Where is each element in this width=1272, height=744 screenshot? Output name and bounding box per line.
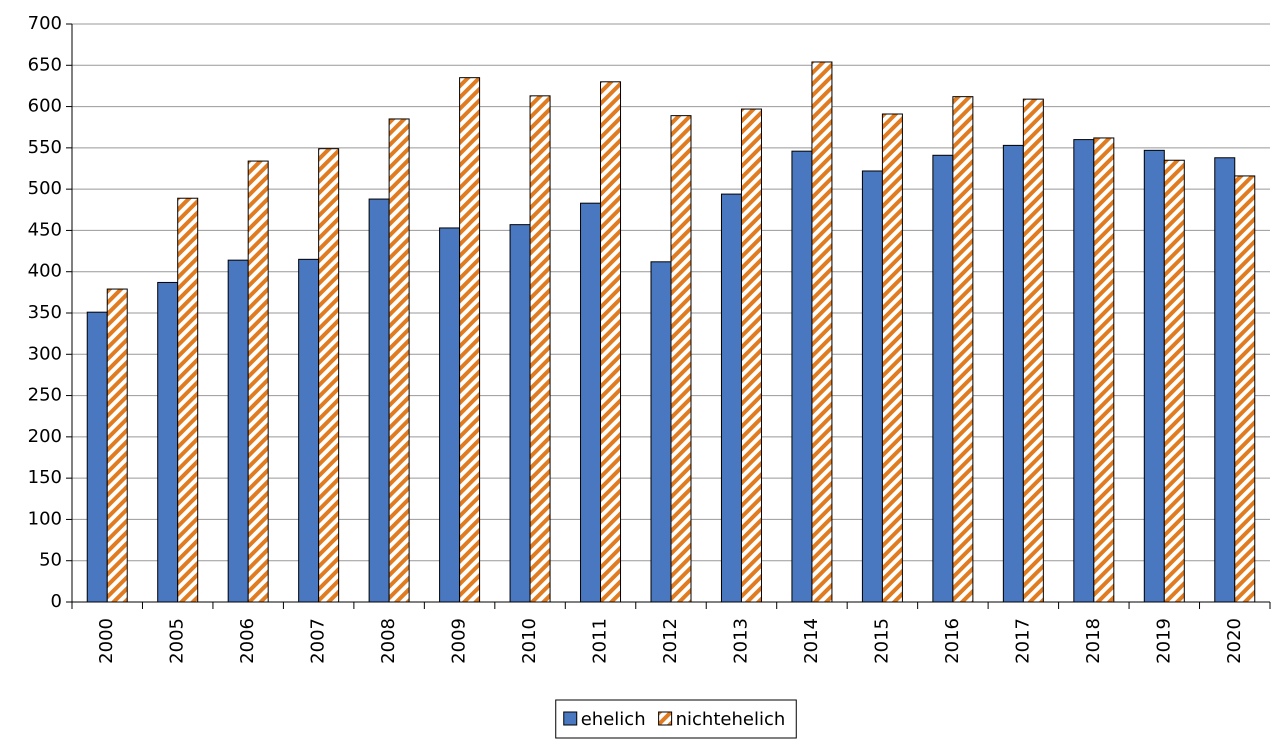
x-tick-label: 2017 — [1012, 618, 1033, 664]
bar — [670, 115, 692, 603]
bar — [1022, 98, 1044, 603]
y-tick-label: 650 — [28, 54, 62, 75]
bar — [388, 118, 410, 603]
bar — [247, 160, 269, 603]
x-tick-label: 2005 — [167, 618, 188, 664]
x-tick-label: 2012 — [660, 618, 681, 664]
bar — [529, 95, 551, 603]
x-tick-label: 2014 — [801, 618, 822, 664]
bar — [650, 261, 672, 603]
legend: ehelich nichtehelich — [555, 699, 797, 739]
x-tick-label: 2006 — [237, 618, 258, 664]
y-tick-label: 550 — [28, 137, 62, 158]
x-tick-label: 2013 — [730, 618, 751, 664]
bar — [1214, 157, 1236, 603]
x-tick-label: 2011 — [590, 618, 611, 664]
y-tick-label: 600 — [28, 96, 62, 117]
x-tick-label: 2008 — [378, 618, 399, 664]
x-tick-label: 2010 — [519, 618, 540, 664]
bar — [791, 150, 813, 603]
x-tick-label: 2020 — [1224, 618, 1245, 664]
bar — [1234, 175, 1256, 603]
bar — [509, 224, 531, 603]
bar — [600, 81, 622, 603]
legend-box — [555, 699, 797, 739]
bar — [720, 193, 742, 603]
bar — [86, 311, 108, 603]
bar — [157, 281, 179, 603]
y-tick-label: 500 — [28, 178, 62, 199]
y-tick-label: 200 — [28, 426, 62, 447]
bar — [106, 288, 128, 603]
y-tick-label: 50 — [39, 550, 62, 571]
y-tick-label: 100 — [28, 508, 62, 529]
bar — [580, 202, 602, 603]
bar — [318, 148, 340, 603]
bar — [740, 108, 762, 603]
legend-swatch — [658, 711, 673, 726]
bar — [1073, 139, 1095, 603]
x-tick-label: 2009 — [449, 618, 470, 664]
bar — [1163, 159, 1185, 603]
y-tick-label: 450 — [28, 219, 62, 240]
legend-swatch — [563, 711, 578, 726]
x-tick-label: 2019 — [1153, 618, 1174, 664]
y-tick-label: 0 — [51, 591, 62, 612]
y-tick-label: 250 — [28, 385, 62, 406]
x-tick-label: 2015 — [871, 618, 892, 664]
bar — [1093, 137, 1115, 603]
x-tick-label: 2007 — [308, 618, 329, 664]
bar — [1002, 144, 1024, 603]
legend-label: nichtehelich — [676, 709, 786, 730]
bar — [952, 96, 974, 603]
bar — [298, 258, 320, 603]
y-tick-label: 350 — [28, 302, 62, 323]
bar — [861, 170, 883, 603]
bar — [881, 113, 903, 603]
y-tick-label: 150 — [28, 467, 62, 488]
bar — [1143, 149, 1165, 603]
x-tick-label: 2000 — [96, 618, 117, 664]
bar — [368, 198, 390, 603]
bar — [932, 154, 954, 603]
bar — [811, 61, 833, 603]
x-tick-label: 2016 — [942, 618, 963, 664]
y-tick-label: 400 — [28, 261, 62, 282]
bar — [439, 227, 461, 603]
x-tick-label: 2018 — [1083, 618, 1104, 664]
bar — [227, 259, 249, 603]
bar — [459, 77, 481, 603]
legend-label: ehelich — [581, 709, 646, 730]
bar — [177, 197, 199, 603]
y-tick-label: 300 — [28, 343, 62, 364]
y-tick-label: 700 — [28, 13, 62, 34]
